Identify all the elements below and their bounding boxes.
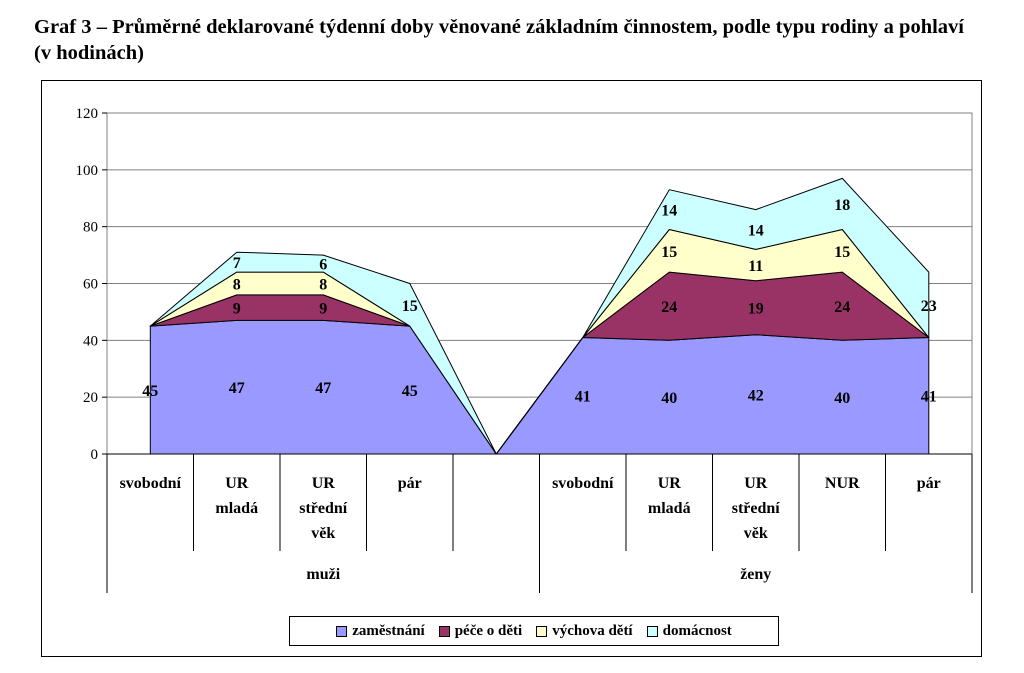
data-label: 9 <box>319 301 327 318</box>
x-tick-label: střední <box>732 500 781 517</box>
data-label: 24 <box>661 299 677 316</box>
data-label: 23 <box>921 298 937 315</box>
legend-label: péče o děti <box>454 622 523 639</box>
legend-item: výchova dětí <box>536 622 633 640</box>
x-tick-label: pár <box>917 475 941 492</box>
chart-title: Graf 3 – Průměrné deklarované týdenní do… <box>34 16 964 64</box>
y-tick-label: 40 <box>83 333 98 349</box>
legend-swatch <box>438 625 450 637</box>
x-tick-label: UR <box>225 475 249 492</box>
chart-area: 0 20 40 60 80 100 120 45 47 47 45 41 40 42 40 41 9 9 24 19 2… <box>41 80 982 657</box>
data-label: 47 <box>315 380 331 397</box>
y-tick-label: 100 <box>76 163 99 179</box>
data-label: 6 <box>319 257 327 274</box>
x-tick-label: UR <box>744 475 768 492</box>
legend-swatch <box>536 625 548 637</box>
data-label: 9 <box>233 301 241 318</box>
x-tick-label: UR <box>312 475 336 492</box>
y-tick-label: 0 <box>91 447 99 463</box>
data-label: 41 <box>575 389 591 406</box>
y-tick-label: 120 <box>76 106 99 122</box>
x-tick-label: věk <box>311 525 335 542</box>
data-label: 15 <box>834 244 850 261</box>
x-tick-label: svobodní <box>552 475 614 492</box>
data-label: 19 <box>748 301 764 318</box>
data-label: 42 <box>748 387 764 404</box>
x-tick-label: mladá <box>648 500 691 517</box>
legend-label: výchova dětí <box>552 622 633 639</box>
data-label: 41 <box>921 389 937 406</box>
x-tick-label: střední <box>299 500 348 517</box>
legend-swatch <box>336 625 348 637</box>
data-label: 8 <box>233 277 241 294</box>
data-label: 40 <box>834 390 850 407</box>
x-tick-label: NUR <box>825 475 860 492</box>
legend-swatch <box>646 625 658 637</box>
data-label: 15 <box>402 298 418 315</box>
data-label: 47 <box>229 380 245 397</box>
x-tick-label: pár <box>398 475 422 492</box>
group-label: ženy <box>740 566 771 583</box>
legend-item: domácnost <box>646 622 732 640</box>
legend-label: domácnost <box>662 622 732 639</box>
x-tick-label: UR <box>658 475 682 492</box>
legend-label: zaměstnání <box>352 622 425 639</box>
data-label: 7 <box>233 255 241 272</box>
data-label: 40 <box>661 390 677 407</box>
chart-svg: 0 20 40 60 80 100 120 45 47 47 45 41 40 42 40 41 9 9 24 19 2… <box>76 106 973 593</box>
legend: zaměstnání péče o děti výchova dětí domácno… <box>289 616 779 646</box>
data-label: 14 <box>661 203 677 220</box>
area-domácnost <box>149 177 930 455</box>
data-label: 45 <box>402 383 418 400</box>
x-tick-label: svobodní <box>120 475 182 492</box>
data-label: 18 <box>834 197 850 214</box>
data-label: 24 <box>834 299 850 316</box>
x-tick-label: mladá <box>215 500 258 517</box>
legend-item: zaměstnání <box>336 623 425 640</box>
legend-item: péče o děti <box>438 622 523 640</box>
data-label: 15 <box>661 244 677 261</box>
x-tick-label: věk <box>744 525 768 542</box>
y-tick-label: 20 <box>83 390 98 406</box>
y-tick-label: 80 <box>83 220 98 236</box>
group-label: muži <box>306 566 340 583</box>
data-label: 45 <box>142 383 158 400</box>
data-label: 8 <box>319 277 327 294</box>
data-label: 11 <box>748 258 763 275</box>
y-tick-label: 60 <box>83 277 98 293</box>
data-label: 14 <box>748 223 764 240</box>
